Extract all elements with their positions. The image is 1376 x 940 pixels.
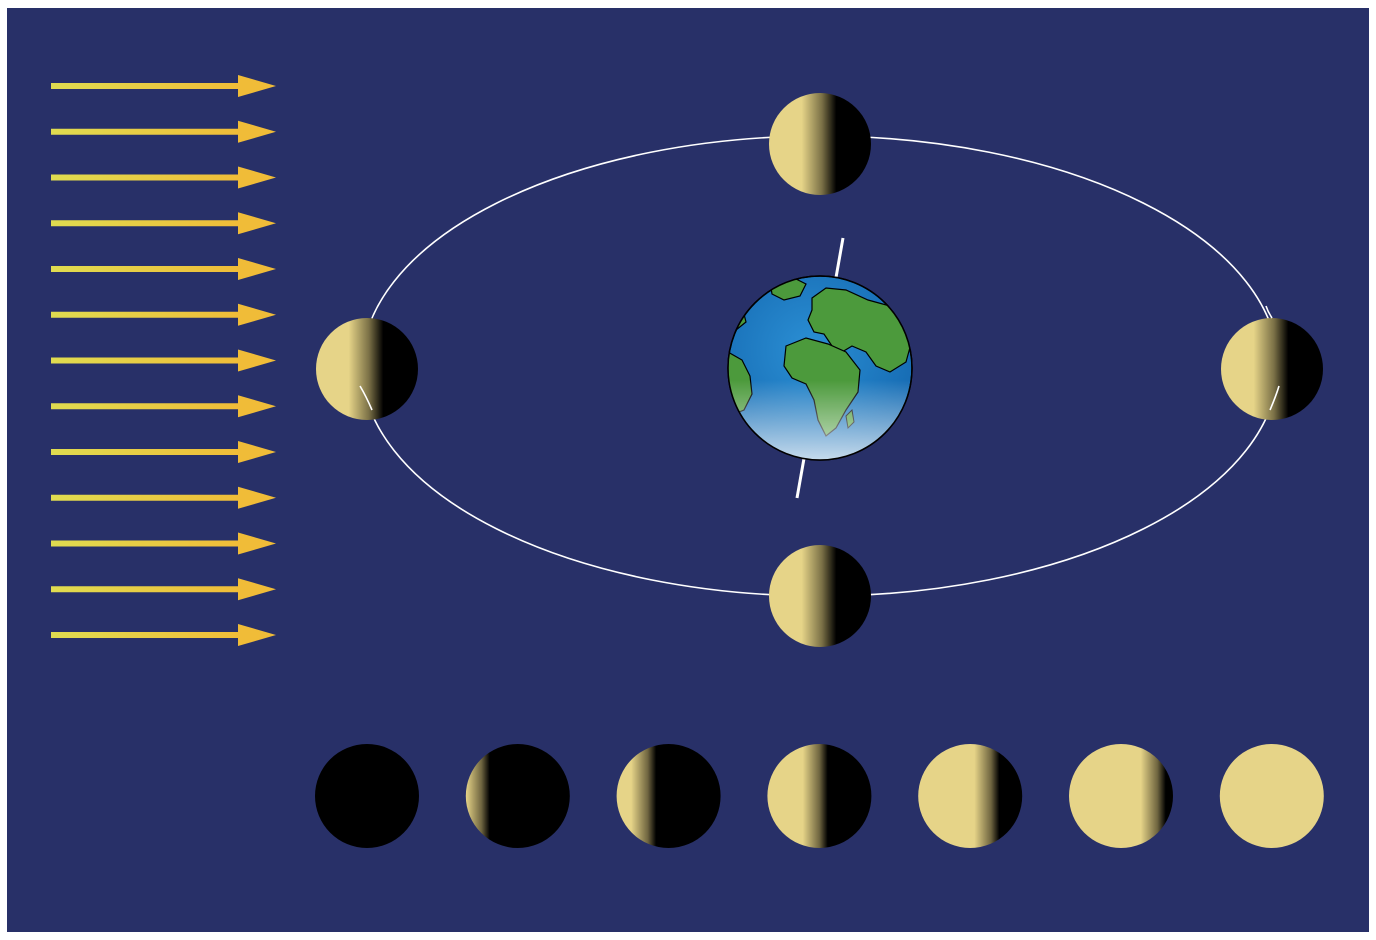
- earth-globe-icon: [727, 275, 913, 461]
- sunlight-arrow: [51, 166, 276, 189]
- sunlight-arrow: [51, 624, 276, 646]
- sunlight-arrow: [51, 120, 276, 143]
- moon-phase-sequence: [315, 744, 1324, 848]
- sunlight-arrow: [51, 532, 276, 555]
- sunlight-arrow: [51, 349, 276, 372]
- moon-orbit-top: [769, 93, 871, 195]
- moon-phase-1: [315, 744, 419, 848]
- sunlight-arrow: [51, 212, 276, 235]
- orbit-overlay-left: [359, 385, 373, 411]
- moon-phase-3: [616, 744, 721, 848]
- moon-orbit-bottom: [769, 545, 871, 647]
- sunlight-arrow: [51, 486, 276, 509]
- sunlight-arrow: [51, 75, 276, 97]
- sunlight-arrow: [51, 258, 276, 280]
- moon-orbit-right: [1221, 318, 1323, 420]
- orbit-overlay-right: [1269, 385, 1280, 411]
- sunlight-arrows: [51, 75, 276, 646]
- moon-phase-5: [918, 744, 1023, 848]
- sunlight-arrow: [51, 441, 276, 463]
- sunlight-arrow: [51, 578, 276, 601]
- sunlight-arrow: [51, 395, 276, 418]
- moon-phase-7: [1219, 744, 1324, 848]
- moon-phase-4: [767, 744, 872, 848]
- sunlight-arrow: [51, 303, 276, 326]
- moon-orbit-left: [316, 318, 418, 420]
- moon-phase-6: [1069, 744, 1173, 848]
- moon-phase-2: [465, 744, 570, 848]
- orbit-overlay-right-top: [1265, 305, 1273, 319]
- orbit-moons: [316, 93, 1323, 647]
